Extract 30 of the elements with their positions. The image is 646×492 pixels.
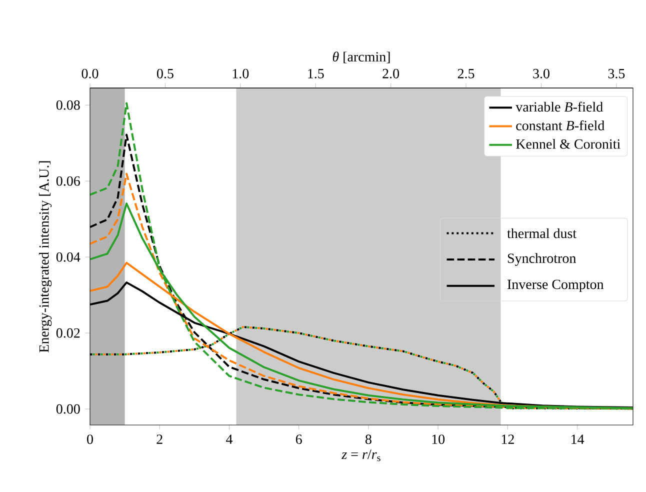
x-tick-label: 6 xyxy=(296,434,302,444)
legend-label: variable B-field xyxy=(516,102,603,112)
x2-tick-label: 0.5 xyxy=(156,68,174,78)
x-tick-label: 10 xyxy=(432,434,445,444)
x2-tick-label: 1.0 xyxy=(232,68,249,78)
annotation: thermal dust xyxy=(507,228,576,238)
x2-tick-label: 2.0 xyxy=(382,68,400,78)
x-tick-label: 2 xyxy=(156,434,162,444)
x-axis-title: z = r/r$_{s}$ xyxy=(341,450,380,462)
legend-label: constant B-field xyxy=(516,120,604,130)
x2-tick-label: 3.0 xyxy=(533,68,550,78)
annotation: Inverse Compton xyxy=(507,280,604,292)
y-tick-label: 0.06 xyxy=(56,176,80,186)
y-axis-title: Energy-integrated intensity [A.U.] xyxy=(38,161,52,352)
x-tick-label: 4 xyxy=(226,434,233,444)
y-tick-label: 0.00 xyxy=(56,404,80,414)
y-tick-label: 0.02 xyxy=(56,328,80,338)
annotation: Synchrotron xyxy=(508,253,576,266)
x2-axis-title: θ [arcmin] xyxy=(332,52,390,64)
x-tick-label: 12 xyxy=(502,434,514,444)
x-tick-label: 8 xyxy=(365,434,372,444)
x2-tick-label: 0.0 xyxy=(82,68,98,78)
x2-tick-label: 3.5 xyxy=(608,68,625,78)
x-tick-label: 0 xyxy=(87,434,93,444)
x-tick-label: 14 xyxy=(572,434,584,444)
y-tick-label: 0.04 xyxy=(56,252,80,262)
x2-tick-label: 1.5 xyxy=(308,68,324,78)
y-tick-label: 0.08 xyxy=(56,100,80,110)
x2-tick-label: 2.5 xyxy=(458,68,474,78)
legend-label: Kennel & Coroniti xyxy=(516,138,620,149)
